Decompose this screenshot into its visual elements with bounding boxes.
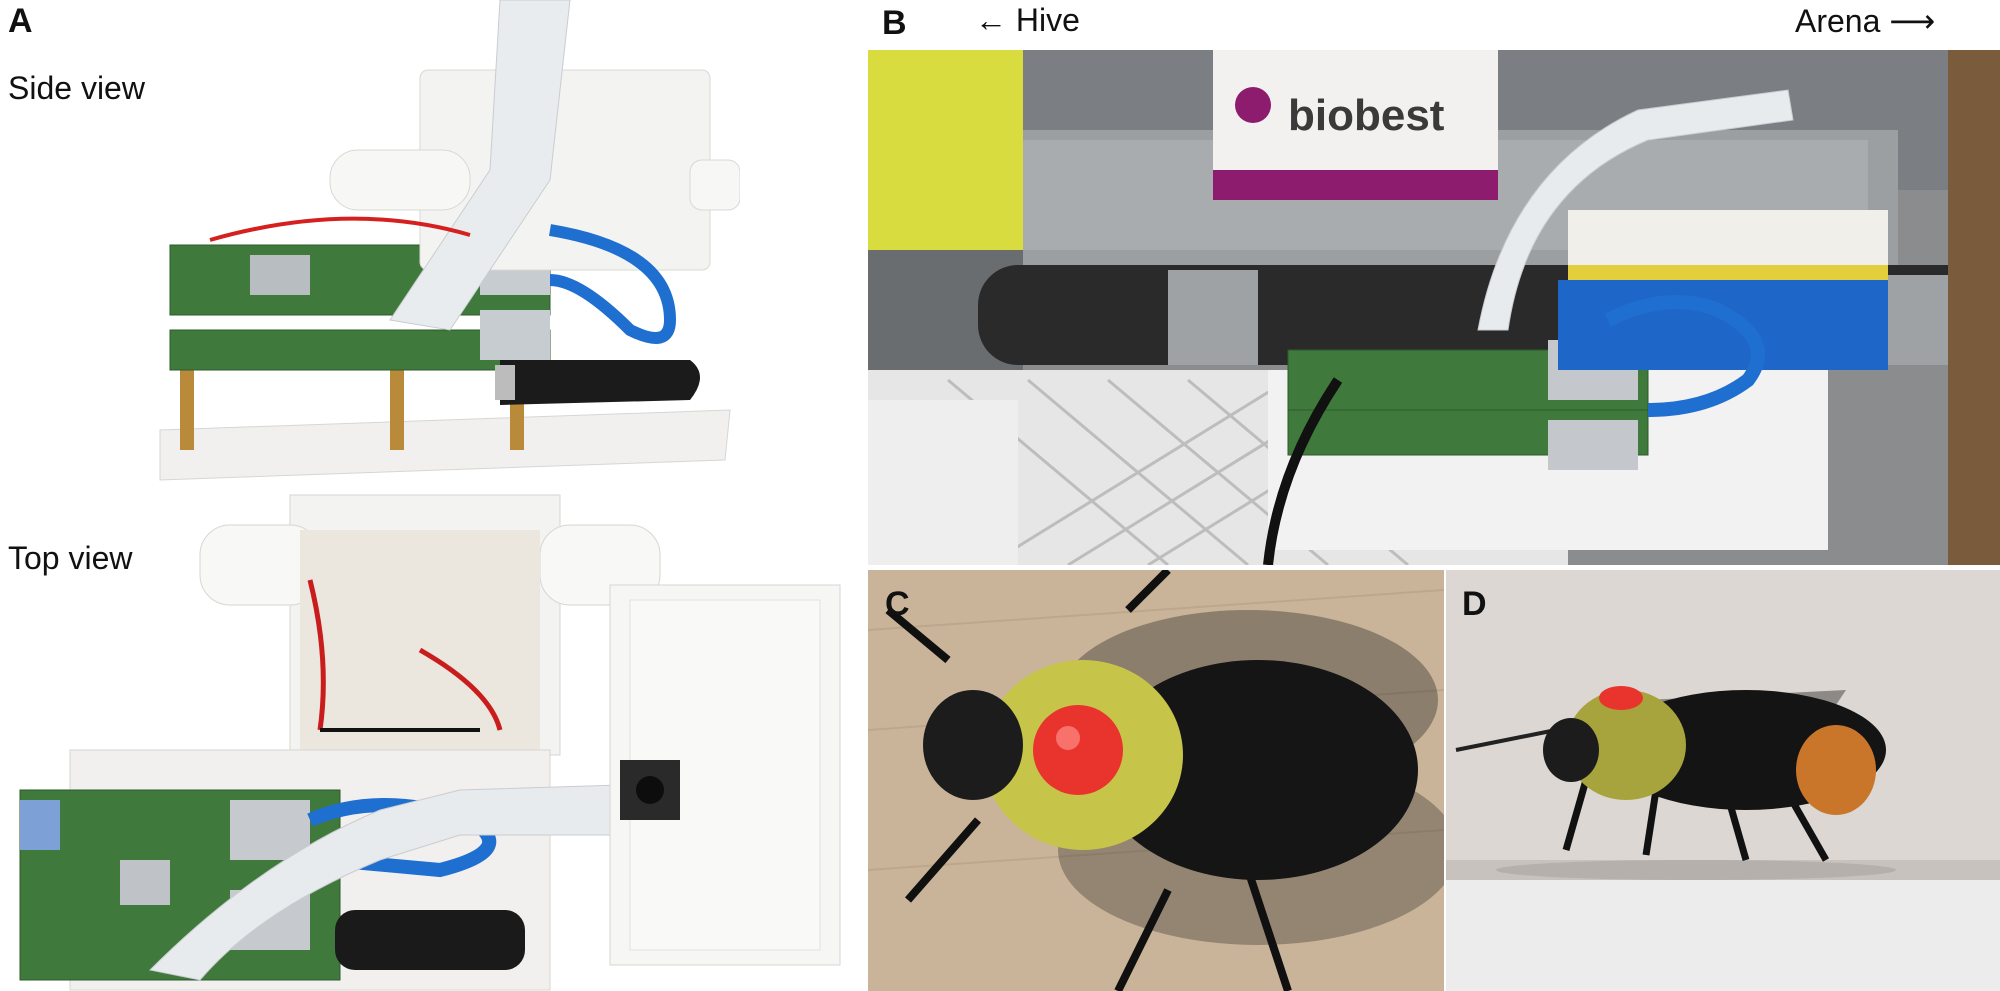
side-view-label: Side view <box>8 70 145 106</box>
arena-direction-label: Arena ⟶ <box>1795 3 1936 39</box>
panel-b-letter: B <box>882 4 907 42</box>
panel-c-letter: C <box>885 585 910 623</box>
top-view-label: Top view <box>8 540 133 576</box>
biobest-box-text: biobest <box>1288 91 1445 140</box>
top-view-photo <box>0 490 850 991</box>
tagged-bee-side-photo <box>1446 570 2000 991</box>
tagged-bee-top-photo <box>868 570 1444 991</box>
side-view-photo <box>150 0 740 490</box>
panel-d-letter: D <box>1462 585 1487 623</box>
hive-direction-label: ← Hive <box>975 2 1080 38</box>
panel-a-letter: A <box>8 2 33 40</box>
hive-arena-setup-photo: biobest <box>868 50 2000 565</box>
